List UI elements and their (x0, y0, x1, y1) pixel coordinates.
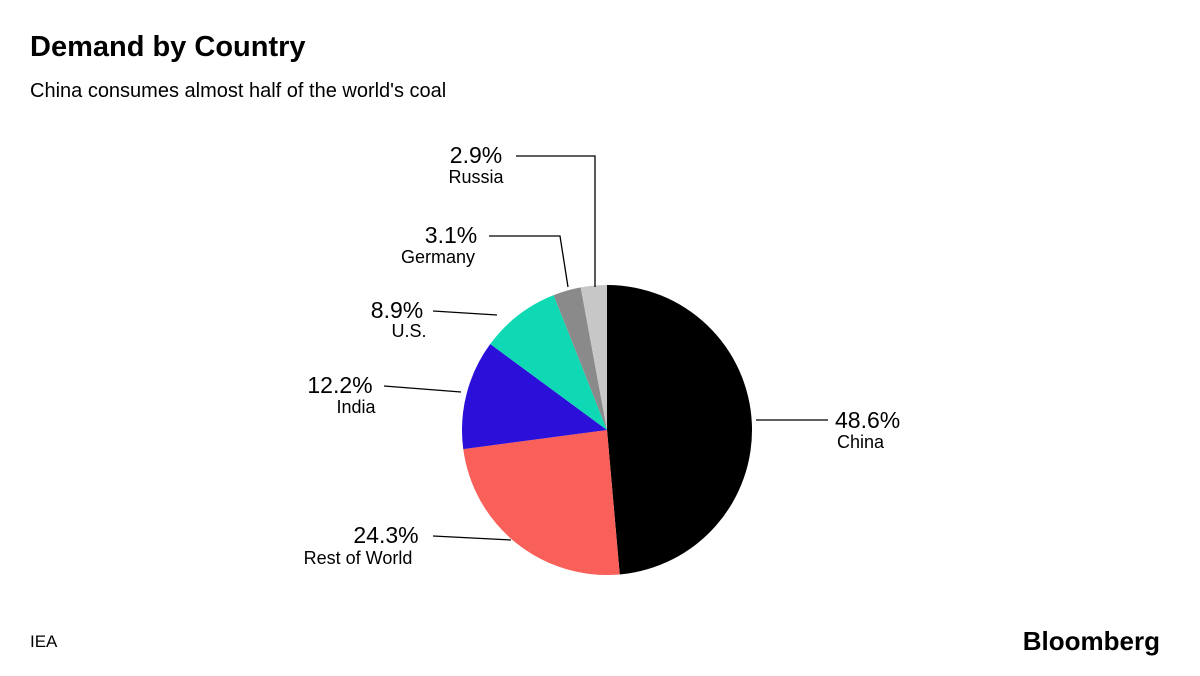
bloomberg-logo: Bloomberg (1022, 626, 1160, 656)
callout-percent-china: 48.6% (835, 407, 900, 433)
callout-name-rest-of-world: Rest of World (304, 548, 413, 568)
pie-slice-germany (553, 287, 607, 430)
callout-percent-u-s: 8.9% (371, 297, 423, 323)
pie-slice-u-s (490, 295, 607, 430)
callout-name-u-s: U.S. (391, 321, 426, 341)
leader-line-germany (489, 235, 569, 288)
pie-slice-india (461, 344, 607, 450)
pie-slice-rest-of-world (463, 430, 620, 576)
callout-name-china: China (837, 432, 885, 452)
callout-percent-germany: 3.1% (425, 222, 477, 248)
source-label: IEA (30, 632, 58, 651)
callout-name-russia: Russia (448, 167, 504, 187)
leader-line-russia (516, 155, 596, 287)
callout-name-india: India (336, 397, 376, 417)
leader-line-rest-of-world (432, 535, 512, 541)
pie-slice-russia (580, 285, 607, 430)
callout-percent-russia: 2.9% (450, 142, 502, 168)
callout-name-germany: Germany (401, 247, 475, 267)
pie-slice-china (607, 285, 753, 575)
chart-subtitle: China consumes almost half of the world'… (30, 80, 447, 102)
leader-line-u-s (432, 310, 498, 316)
callout-percent-rest-of-world: 24.3% (353, 522, 418, 548)
chart-title: Demand by Country (30, 31, 306, 63)
leader-line-india (383, 385, 462, 393)
callout-percent-india: 12.2% (307, 372, 372, 398)
